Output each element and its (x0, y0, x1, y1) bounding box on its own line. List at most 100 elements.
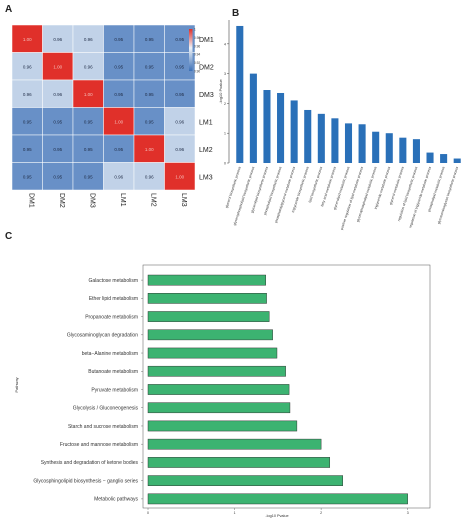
heatmap-cell-value: 0.95 (23, 147, 32, 152)
x-axis-label: -log10 Pvalue (265, 514, 288, 518)
y-tick-label: Glycosphingolipid biosynthesis − ganglio… (33, 478, 138, 484)
heatmap-col-label: DM1 (27, 193, 34, 208)
colorbar-tick-label: 0.98 (194, 36, 200, 40)
heatmap-cell-value: 0.95 (145, 119, 154, 124)
bar (147, 402, 291, 414)
heatmap-cell (103, 134, 135, 163)
y-tick-label: Galactose metabolism (89, 278, 138, 284)
heatmap-row-label: DM2 (199, 64, 214, 71)
heatmap-cell (11, 134, 43, 163)
heatmap-cell-value: 0.96 (145, 174, 154, 179)
heatmap-cell (42, 107, 74, 136)
heatmap-row-label: LM3 (199, 174, 213, 181)
heatmap-cell-value: 0.95 (53, 147, 62, 152)
heatmap-cell (11, 162, 43, 191)
bar (147, 329, 273, 341)
colorbar (189, 29, 193, 71)
heatmap-cell-value: 1.00 (23, 37, 32, 42)
heatmap-cell (42, 24, 74, 53)
heatmap-cell-value: 0.96 (23, 92, 32, 97)
bar (317, 113, 325, 163)
colorbar-tick-label: 0.92 (194, 61, 200, 65)
heatmap-cell-value: 0.96 (84, 37, 93, 42)
bar (249, 73, 257, 163)
y-tick-label: Pyruvate metabolism (91, 387, 138, 393)
heatmap-cell (103, 52, 135, 81)
heatmap-cell-value: 1.00 (84, 92, 93, 97)
y-tick-label: Synthesis and degradation of ketone bodi… (41, 460, 139, 466)
bar (147, 311, 270, 322)
y-tick-label: Starch and sucrose metabolism (68, 424, 138, 430)
heatmap-cell-value: 0.95 (53, 174, 62, 179)
heatmap-cell-value: 0.95 (114, 92, 123, 97)
heatmap-cell-value: 0.95 (84, 174, 93, 179)
bar (304, 109, 312, 163)
heatmap-row-label: DM1 (199, 37, 214, 44)
bar (147, 493, 408, 505)
heatmap-cell (133, 79, 165, 108)
y-tick-label: Ether lipid metabolism (89, 296, 138, 302)
heatmap-cell-value: 0.95 (23, 119, 32, 124)
bar (263, 90, 271, 163)
colorbar-tick-label: 0.94 (194, 53, 200, 57)
heatmap-cell-value: 0.96 (23, 64, 32, 69)
colorbar-tick-label: 1 (194, 28, 196, 32)
heatmap-cell (72, 107, 104, 136)
heatmap-cell-value: 0.95 (175, 92, 184, 97)
heatmap-cell (42, 162, 74, 191)
heatmap-cell-value: 0.96 (175, 147, 184, 152)
heatmap-cell-value: 0.95 (175, 64, 184, 69)
bar (147, 457, 331, 468)
heatmap-col-label: DM3 (88, 193, 95, 208)
heatmap-cell (72, 134, 104, 163)
y-tick-label: 1 (224, 132, 226, 136)
y-tick-label: Metabolic pathways (94, 497, 138, 503)
bar (426, 152, 434, 163)
heatmap-cell (164, 79, 196, 108)
panel-a-letter: A (5, 4, 13, 15)
heatmap-cell-value: 0.95 (114, 37, 123, 42)
bar (147, 384, 290, 395)
bar (453, 158, 461, 163)
heatmap-col-label: DM2 (58, 193, 65, 208)
bar (236, 25, 244, 164)
y-tick-label: Fructose and mannose metabolism (60, 442, 138, 448)
y-tick-label: 0 (224, 162, 226, 166)
heatmap-cell-value: 0.96 (53, 37, 62, 42)
y-tick-label: Butanoate metabolism (88, 369, 138, 375)
heatmap-cell-value: 0.96 (114, 174, 123, 179)
heatmap-cell (103, 24, 135, 53)
bar (147, 438, 322, 450)
heatmap-cell (11, 79, 43, 108)
y-axis-label: -log10 Pvalue (218, 78, 223, 103)
heatmap-cell-value: 0.95 (145, 92, 154, 97)
y-tick-label: 2 (224, 102, 226, 106)
bar (331, 118, 339, 163)
heatmap-cell (133, 52, 165, 81)
bar (147, 365, 286, 377)
bar (344, 123, 353, 163)
y-tick-label: Glycosaminoglycan degradation (67, 333, 138, 339)
y-tick-label: Propanoate metabolism (85, 314, 138, 320)
heatmap-cell (133, 134, 165, 163)
heatmap-cell-value: 0.95 (175, 37, 184, 42)
panel-c-letter: C (5, 231, 13, 242)
heatmap-cell (42, 79, 74, 108)
bar (147, 347, 278, 359)
heatmap-row-label: LM1 (199, 119, 213, 126)
panel-b-letter: B (232, 8, 240, 19)
heatmap-row-label: DM3 (199, 92, 214, 99)
heatmap-col-label: LM1 (119, 193, 126, 207)
heatmap-cell-value: 1.00 (53, 64, 62, 69)
heatmap-cell-value: 1.00 (114, 119, 123, 124)
heatmap-cell (164, 107, 196, 136)
heatmap-cell-value: 1.00 (145, 147, 154, 152)
x-tick-label: 3 (407, 511, 409, 515)
bar (385, 133, 393, 163)
bar (358, 124, 366, 163)
bar (147, 420, 298, 432)
heatmap-cell-value: 1.00 (175, 174, 184, 179)
